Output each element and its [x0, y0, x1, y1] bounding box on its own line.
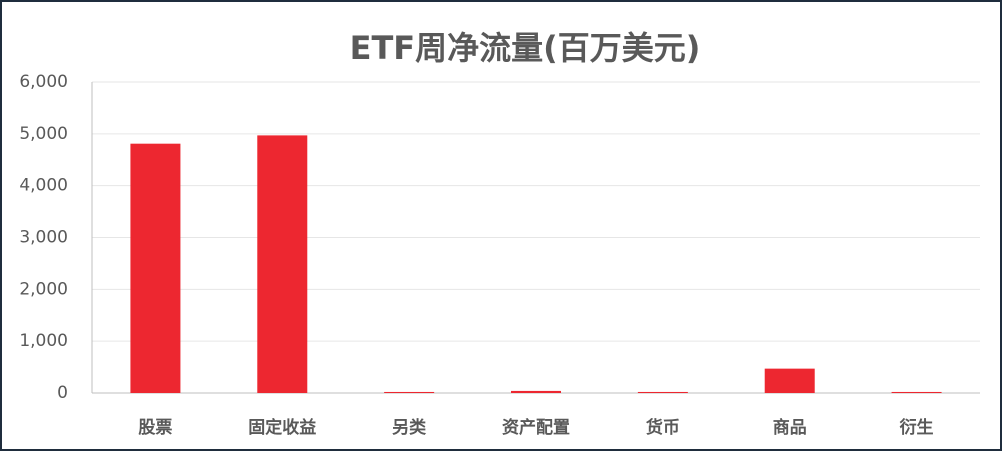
y-tick-label: 4,000	[19, 176, 68, 196]
x-tick-label: 商品	[773, 417, 807, 438]
chart-title: ETF周净流量(百万美元)	[350, 29, 701, 67]
y-tick-label: 5,000	[19, 124, 68, 144]
bar	[764, 368, 815, 393]
y-tick-label: 1,000	[19, 331, 68, 351]
bar	[891, 391, 942, 393]
y-tick-label: 0	[57, 383, 68, 403]
y-tick-label: 6,000	[19, 72, 68, 92]
bar	[637, 391, 688, 393]
x-tick-label: 固定收益	[248, 417, 316, 438]
x-tick-label: 股票	[138, 418, 172, 438]
y-tick-label: 3,000	[19, 228, 68, 248]
bar	[384, 391, 435, 393]
bar	[130, 143, 181, 393]
bar	[511, 390, 561, 393]
bar	[257, 135, 308, 393]
x-tick-label: 另类	[392, 417, 427, 438]
y-tick-label: 2,000	[19, 279, 68, 299]
x-tick-label: 衍生	[900, 417, 934, 438]
x-tick-label: 货币	[646, 417, 680, 438]
x-tick-label: 资产配置	[502, 417, 570, 438]
